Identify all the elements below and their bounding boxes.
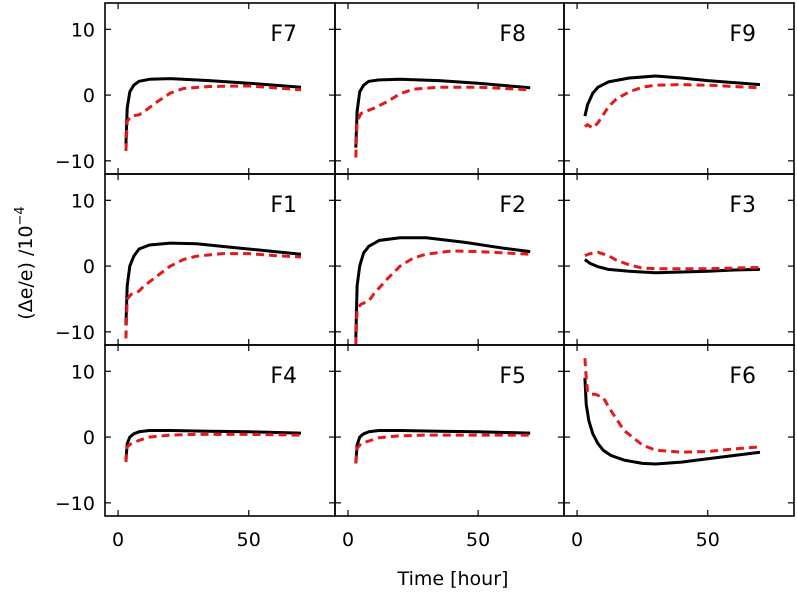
dashed-series-line (584, 83, 761, 130)
dashed-series-line (584, 250, 761, 271)
panel-label: F7 (270, 22, 297, 47)
panel-f8: F8 (334, 2, 565, 175)
solid-series-line (583, 74, 761, 117)
solid-series-line (354, 236, 531, 339)
dashed-series-line (354, 433, 531, 464)
panel-f2: F2 (334, 173, 565, 346)
x-tick-label: 0 (112, 529, 124, 551)
y-tick-label: 10 (71, 190, 95, 212)
panel-frame (563, 344, 795, 517)
panel-label: F1 (270, 193, 297, 218)
panel-label: F6 (729, 364, 756, 389)
panel-label: F5 (499, 364, 526, 389)
panel-f7: F7 10 0 −10 (55, 2, 336, 175)
solid-series-line (354, 429, 531, 464)
panel-label: F9 (729, 22, 756, 47)
dashed-series-line (124, 84, 302, 152)
panel-f6: F6 0 50 (563, 344, 795, 551)
panel-label: F8 (499, 22, 526, 47)
y-tick-label: −10 (55, 151, 95, 173)
x-tick-label: 0 (342, 529, 354, 551)
x-tick-label: 50 (696, 529, 720, 551)
panel-frame (563, 173, 795, 346)
y-tick-label: 0 (83, 85, 95, 107)
y-tick-label: 10 (71, 19, 95, 41)
x-tick-label: 50 (466, 529, 490, 551)
panel-frame (334, 173, 565, 346)
y-axis-title-exponent: −4 (13, 206, 28, 225)
x-axis-title: Time [hour] (397, 568, 509, 590)
y-tick-label: 10 (71, 361, 95, 383)
solid-series-line (124, 77, 302, 145)
y-axis-title: (Δe/e) /10−4 (13, 206, 37, 319)
dashed-series-line (583, 358, 761, 454)
y-tick-label: 0 (83, 256, 95, 278)
panel-label: F4 (270, 364, 297, 389)
y-tick-label: 0 (83, 427, 95, 449)
panels-layer: F7 10 0 −10 F8 F9 F1 10 0 −10 F2 F3 F4 10 0 −10 0 50 F5 0 50… (55, 2, 795, 551)
solid-series-line (124, 429, 302, 461)
x-tick-label: 50 (237, 529, 261, 551)
panel-f4: F4 10 0 −10 0 50 (55, 344, 336, 551)
solid-series-line (124, 241, 302, 326)
panel-f1: F1 10 0 −10 (55, 173, 336, 346)
panel-f5: F5 0 50 (334, 344, 565, 551)
y-tick-label: −10 (55, 493, 95, 515)
solid-series-line (584, 258, 761, 275)
panel-frame (104, 173, 336, 346)
solid-series-line (354, 77, 531, 148)
panel-label: F2 (499, 193, 526, 218)
dashed-series-line (124, 252, 302, 339)
dashed-series-line (354, 249, 531, 346)
panel-label: F3 (729, 193, 756, 218)
y-tick-label: −10 (55, 322, 95, 344)
dashed-series-line (354, 85, 531, 158)
panel-f9: F9 (563, 2, 795, 175)
panel-f3: F3 (563, 173, 795, 346)
y-axis-title-main: (Δe/e) /10 (15, 225, 37, 319)
dashed-series-line (124, 432, 302, 463)
x-tick-label: 0 (571, 529, 583, 551)
solid-series-line (583, 377, 761, 466)
